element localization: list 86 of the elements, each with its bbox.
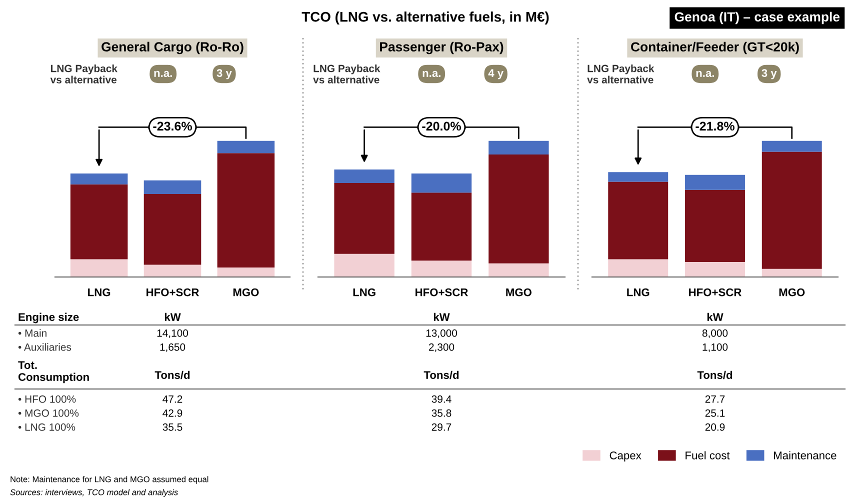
bar xyxy=(608,259,668,277)
text: 29.7 xyxy=(432,423,452,431)
text: 3 y xyxy=(762,69,777,80)
chart-title: General Cargo (Ro-Ro) xyxy=(102,42,244,54)
bar xyxy=(608,172,668,182)
x-tick-label: MGO xyxy=(506,288,532,296)
text: 8,000 xyxy=(702,329,728,338)
text: -21.8% xyxy=(696,122,734,131)
x-tick-label: LNG xyxy=(627,288,650,296)
text: 20.9 xyxy=(705,423,725,431)
source-note: Sources: interviews, TCO model and analysis xyxy=(10,489,178,497)
text: • Auxiliaries xyxy=(18,343,72,351)
chart-title: Passenger (Ro-Pax) xyxy=(380,42,504,54)
text: 47.2 xyxy=(162,395,182,403)
text: • LNG 100% xyxy=(18,423,76,431)
legend-label: Maintenance xyxy=(774,451,836,460)
x-tick-label: MGO xyxy=(779,288,805,296)
legend-label: Capex xyxy=(610,451,642,462)
bar xyxy=(144,180,202,194)
bar xyxy=(488,263,549,277)
legend-label: Fuel cost xyxy=(686,451,730,460)
text: • Main xyxy=(18,329,46,337)
bar xyxy=(144,264,202,277)
text: -23.6% xyxy=(153,122,192,131)
bar xyxy=(217,267,275,277)
bar xyxy=(217,153,275,268)
text: 1,100 xyxy=(702,343,728,352)
bar xyxy=(411,174,472,193)
text: Genoa (IT) – case example xyxy=(674,12,840,24)
bar xyxy=(334,254,394,277)
text: LNG Payback vs alternative xyxy=(50,64,118,84)
bar xyxy=(762,140,822,152)
x-tick-label: HFO+SCR xyxy=(416,288,468,296)
text: 35.5 xyxy=(162,423,182,431)
text: 25.1 xyxy=(705,409,725,417)
bar xyxy=(70,184,128,260)
text: -20.0% xyxy=(422,122,461,131)
text: 13,000 xyxy=(426,329,458,338)
bar xyxy=(685,262,745,277)
text: kW xyxy=(707,312,724,321)
text: 14,100 xyxy=(157,329,188,338)
text: Tons/d xyxy=(697,370,732,380)
bar xyxy=(217,140,275,154)
text: 2,300 xyxy=(428,343,454,352)
text: 35.8 xyxy=(432,409,452,417)
text: 42.9 xyxy=(162,409,182,417)
bar xyxy=(334,183,394,254)
text: Tons/d xyxy=(424,370,459,380)
bar xyxy=(488,140,549,154)
bar xyxy=(334,169,394,184)
text: n.a. xyxy=(696,70,714,77)
bar xyxy=(70,174,128,184)
bar xyxy=(762,152,822,269)
text: Engine size xyxy=(18,312,79,324)
chart-title: Container/Feeder (GT<20k) xyxy=(631,42,799,54)
x-tick-label: LNG xyxy=(353,288,376,296)
bar xyxy=(762,268,822,277)
text: LNG Payback vs alternative xyxy=(313,64,380,84)
text: Note: Maintenance for LNG and MGO assumed equal xyxy=(10,476,208,484)
text: TCO (LNG vs. alternative fuels, in M€) xyxy=(302,12,549,24)
text: • MGO 100% xyxy=(18,409,79,417)
text: 1,650 xyxy=(160,343,186,352)
x-tick-label: MGO xyxy=(233,288,259,296)
text: 39.4 xyxy=(432,395,452,403)
bar xyxy=(608,182,668,260)
x-tick-label: HFO+SCR xyxy=(689,288,742,296)
x-tick-label: HFO+SCR xyxy=(146,288,199,296)
text: Tons/d xyxy=(154,370,190,380)
text: n.a. xyxy=(154,70,172,77)
bar xyxy=(685,190,745,262)
text: 3 y xyxy=(216,69,232,80)
x-tick-label: LNG xyxy=(88,288,110,296)
text: kW xyxy=(164,312,181,321)
text: n.a. xyxy=(422,70,440,77)
bar xyxy=(144,194,202,265)
text: kW xyxy=(434,312,450,321)
bar xyxy=(70,259,128,277)
bar xyxy=(685,174,745,190)
text: 27.7 xyxy=(705,395,725,403)
bar xyxy=(411,192,472,261)
text: 4 y xyxy=(488,69,504,80)
bar xyxy=(411,260,472,277)
text: Tot. Consumption xyxy=(18,361,89,384)
text: LNG Payback vs alternative xyxy=(587,64,654,84)
bar xyxy=(488,154,549,264)
text: • HFO 100% xyxy=(18,395,76,403)
